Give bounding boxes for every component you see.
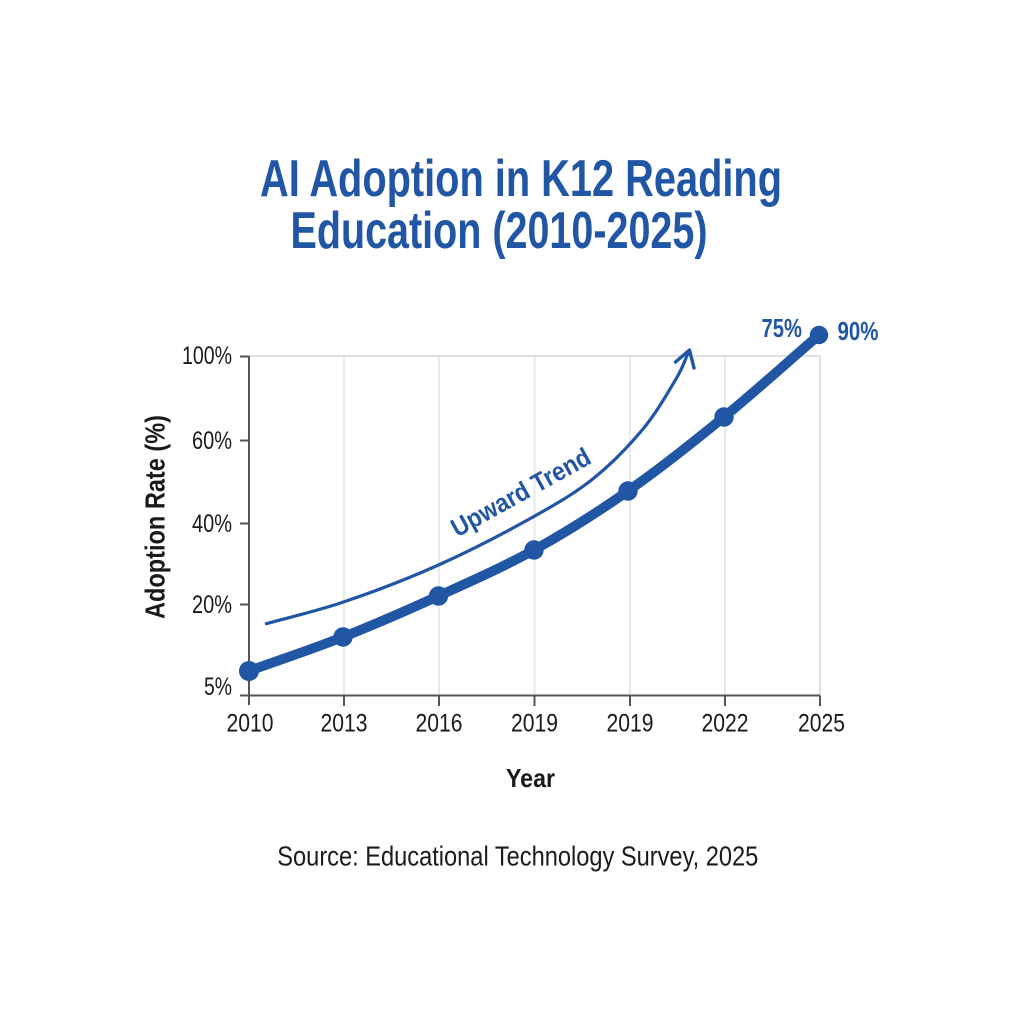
svg-text:60%: 60%	[192, 427, 232, 455]
svg-text:90%: 90%	[838, 316, 879, 346]
svg-text:2025: 2025	[798, 710, 845, 738]
svg-text:2019: 2019	[511, 710, 558, 738]
svg-text:40%: 40%	[192, 510, 232, 538]
svg-text:2016: 2016	[416, 710, 463, 738]
svg-text:Year: Year	[506, 763, 555, 793]
svg-text:2013: 2013	[321, 710, 368, 738]
svg-text:AI Adoption in K12 Reading: AI Adoption in K12 Reading	[260, 150, 782, 208]
svg-text:100%: 100%	[182, 342, 232, 370]
svg-text:75%: 75%	[762, 313, 803, 343]
svg-text:Adoption Rate (%): Adoption Rate (%)	[140, 415, 171, 619]
svg-text:2010: 2010	[227, 710, 274, 738]
svg-text:20%: 20%	[192, 591, 232, 619]
svg-text:2019: 2019	[607, 710, 654, 738]
svg-text:5%: 5%	[204, 673, 232, 701]
svg-text:2022: 2022	[702, 710, 749, 738]
svg-text:Source: Educational Technology: Source: Educational Technology Survey, 2…	[277, 841, 758, 872]
svg-text:Education (2010-2025): Education (2010-2025)	[291, 202, 708, 260]
